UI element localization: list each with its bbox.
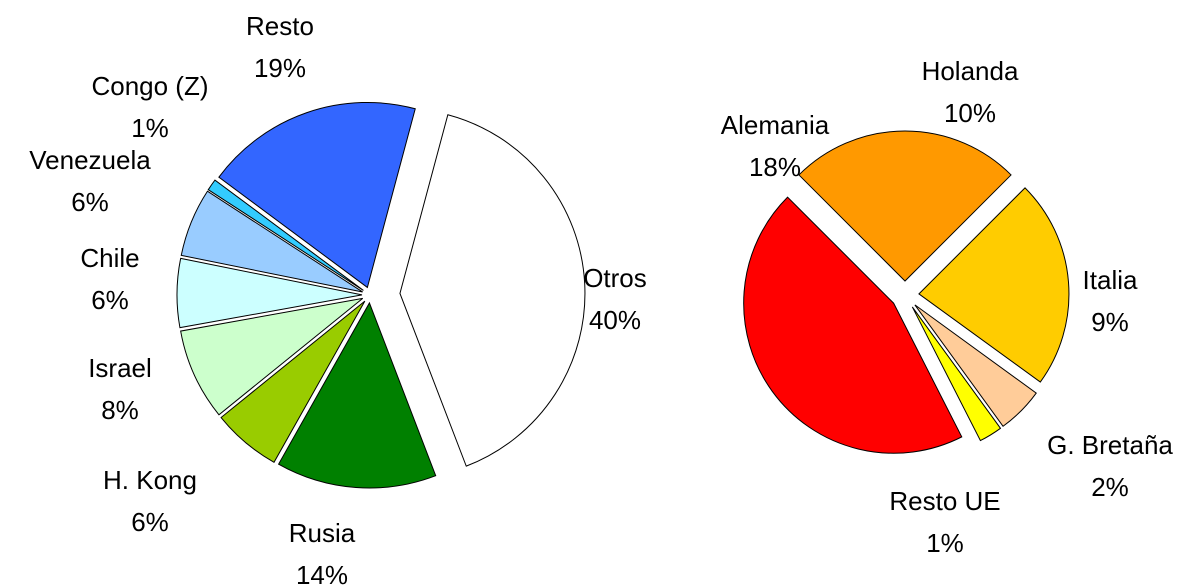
slice-label: Resto (246, 11, 314, 41)
slice-label: H. Kong (103, 465, 197, 495)
slice-value-label: 18% (749, 152, 801, 182)
pie-slice (918, 187, 1070, 383)
slice-label: Holanda (922, 56, 1019, 86)
pie-slice (180, 297, 364, 416)
slice-value-label: 6% (91, 285, 129, 315)
pie-slice (743, 196, 963, 454)
slice-value-label: 1% (131, 113, 169, 143)
slice-label: Israel (88, 353, 152, 383)
pie-slice (207, 179, 364, 291)
slice-label: Resto UE (889, 486, 1000, 516)
pie-slice (914, 304, 1037, 427)
slice-value-label: 6% (71, 187, 109, 217)
slice-value-label: 19% (254, 53, 306, 83)
pie-slice (911, 306, 1002, 442)
slice-label: Otros (583, 263, 647, 293)
pie-slice (218, 101, 416, 289)
slice-value-label: 10% (944, 98, 996, 128)
slice-value-label: 14% (296, 560, 348, 588)
slice-value-label: 40% (589, 305, 641, 335)
slice-label: Venezuela (29, 145, 151, 175)
pie-slice (180, 190, 363, 293)
slice-label: Alemania (721, 110, 830, 140)
pie-slice (176, 257, 363, 329)
slice-label: Congo (Z) (91, 71, 208, 101)
slice-value-label: 2% (1091, 472, 1129, 502)
slice-value-label: 8% (101, 395, 139, 425)
pie-slice (220, 300, 366, 463)
slice-value-label: 6% (131, 507, 169, 537)
slice-label: Italia (1083, 265, 1138, 295)
slice-label: G. Bretaña (1047, 430, 1173, 460)
pie-slice (798, 130, 1012, 282)
slice-value-label: 9% (1091, 307, 1129, 337)
slice-value-label: 1% (926, 528, 964, 558)
slice-label: Rusia (289, 518, 356, 548)
slice-label: Chile (80, 243, 139, 273)
pie-slice (277, 301, 437, 489)
pie-slice (399, 114, 586, 467)
